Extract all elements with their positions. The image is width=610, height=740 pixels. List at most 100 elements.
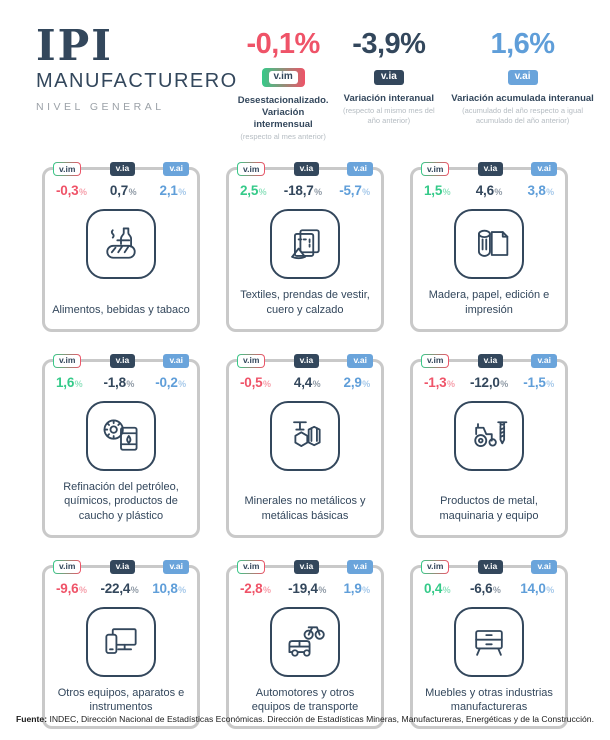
vim-badge-label: v.im [54,354,81,367]
badge-row: v.im v.ia v.ai [413,559,565,574]
badge-row: v.im v.ia v.ai [45,559,197,574]
vim-badge: v.im [53,559,82,574]
vai-value: -1,5% [523,374,554,390]
sector-card: v.im v.ia v.ai -2,8% -19,4% 1,9% [226,559,384,730]
sector-label: Alimentos, bebidas y tabaco [52,303,190,316]
headline-stat-vai: 1,6% v.ai Variación acumulada interanual… [449,30,596,141]
via-stat-label: Variación interanual [344,93,434,105]
food-beverage-tobacco-icon [86,209,156,280]
transport-icon [270,606,340,677]
vim-stat-label-line2: Variación intermensual [253,106,313,130]
via-value: 0,7% [109,183,137,199]
via-badge: v.ia [109,559,136,574]
vim-stat-label-line1: Desestacionalizado. [237,95,329,106]
badge-row: v.im v.ia v.ai [45,162,197,177]
minerals-icon [270,400,340,471]
via-badge: v.ia [293,162,320,177]
vai-value: 2,1% [159,183,187,199]
source-label: Fuente: [16,714,48,724]
vai-value: 3,8% [527,183,555,199]
via-value: -1,8% [103,374,135,390]
headline-stat-vim: -0,1% v.im Desestacionalizado. Variación… [238,30,329,141]
badge-row: v.im v.ia v.ai [45,353,197,368]
sector-label: Madera, papel, edición e impresión [428,289,550,316]
vai-headline-value: 1,6% [490,28,555,60]
vai-badge: v.ai [347,353,373,368]
sector-card: v.im v.ia v.ai -0,3% 0,7% 2,1% Alim [42,162,200,332]
via-headline-value: -3,9% [352,28,426,60]
sector-card: v.im v.ia v.ai 1,6% -1,8% -0,2% Ref [42,353,200,538]
sector-label: Otros equipos, aparatos e instrumentos [57,686,185,714]
value-row: 2,5% -18,7% -5,7% [236,183,374,198]
vim-badge: v.im [421,559,450,574]
value-row: 1,5% 4,6% 3,8% [420,183,558,198]
via-badge: v.ia [477,162,504,177]
page-tagline: NIVEL GENERAL [36,101,165,114]
vim-badge: v.im [237,559,266,574]
vim-badge: v.im [237,162,266,177]
sector-card: v.im v.ia v.ai 0,4% -6,6% 14,0% Muebles … [410,559,568,730]
vai-value: 1,9% [343,580,371,596]
vim-stat-label: Desestacionalizado. Variación intermensu… [238,95,329,131]
sector-card: v.im v.ia v.ai -1,3% -12,0% -1,5% [410,353,568,538]
badge-row: v.im v.ia v.ai [413,162,565,177]
via-value: -12,0% [469,374,509,390]
badge-row: v.im v.ia v.ai [229,559,381,574]
sector-card: v.im v.ia v.ai -0,5% 4,4% 2,9% Minerales… [226,353,384,538]
via-value: -19,4% [288,580,327,596]
vai-badge: v.ai [163,353,189,368]
badge-row: v.im v.ia v.ai [413,353,565,368]
value-row: -1,3% -12,0% -1,5% [420,375,558,390]
value-row: -0,5% 4,4% 2,9% [236,375,374,390]
vim-badge: v.im [261,66,305,87]
via-value: -6,6% [469,580,501,596]
vim-value: -0,5% [240,374,271,390]
vai-value: 2,9% [343,374,371,390]
via-badge: v.ia [293,559,320,574]
vai-badge: v.ai [507,66,538,85]
value-row: -9,6% -22,4% 10,8% [52,581,190,596]
vim-badge: v.im [421,162,450,177]
headline-stat-via: -3,9% v.ia Variación interanual (respect… [343,30,436,141]
sector-label: Minerales no metálicos y metálicas básic… [244,495,366,522]
vim-value: 2,5% [240,183,267,199]
vai-badge: v.ai [163,162,189,177]
vim-headline-value: -0,1% [246,28,321,60]
vim-badge-label: v.im [54,163,81,176]
value-row: -2,8% -19,4% 1,9% [236,581,374,596]
wood-paper-icon [454,209,524,280]
brand-block: IPI MANUFACTURERO NIVEL GENERAL [36,23,238,141]
sector-label: Refinación del petróleo, químicos, produ… [63,480,179,522]
via-value: -22,4% [100,580,139,596]
source-text: INDEC, Dirección Nacional de Estadística… [47,714,594,724]
vim-badge: v.im [53,162,82,177]
vim-badge-label: v.im [238,354,265,367]
vai-value: -0,2% [155,374,186,390]
vai-badge: v.ai [531,559,557,574]
vai-badge: v.ai [347,162,373,177]
vim-badge: v.im [421,353,450,368]
vim-badge: v.im [237,353,266,368]
badge-row: v.im v.ia v.ai [229,353,381,368]
vim-badge-label: v.im [422,163,449,176]
vim-value: -1,3% [424,374,455,390]
value-row: 1,6% -1,8% -0,2% [52,375,190,390]
vim-badge-label: v.im [238,163,265,176]
vim-badge: v.im [53,353,82,368]
page-subtitle: MANUFACTURERO [36,70,238,93]
sector-label: Textiles, prendas de vestir, cuero y cal… [240,289,370,316]
vai-badge-label: v.ai [507,69,538,85]
header: IPI MANUFACTURERO NIVEL GENERAL -0,1% v.… [0,0,610,141]
vai-badge: v.ai [163,559,189,574]
vai-badge: v.ai [531,162,557,177]
sector-card: v.im v.ia v.ai 2,5% -18,7% -5,7% Te [226,162,384,332]
vim-badge-label: v.im [422,560,449,573]
via-value: -18,7% [283,183,322,199]
sector-label: Productos de metal, maquinaria y equipo [439,495,539,522]
petroleum-chemicals-icon [86,400,156,471]
sector-label: Muebles y otras industrias manufacturera… [425,686,553,714]
vai-value: -5,7% [339,183,370,199]
sector-card: v.im v.ia v.ai -9,6% -22,4% 10,8% Otros … [42,559,200,730]
furniture-icon [454,606,524,677]
